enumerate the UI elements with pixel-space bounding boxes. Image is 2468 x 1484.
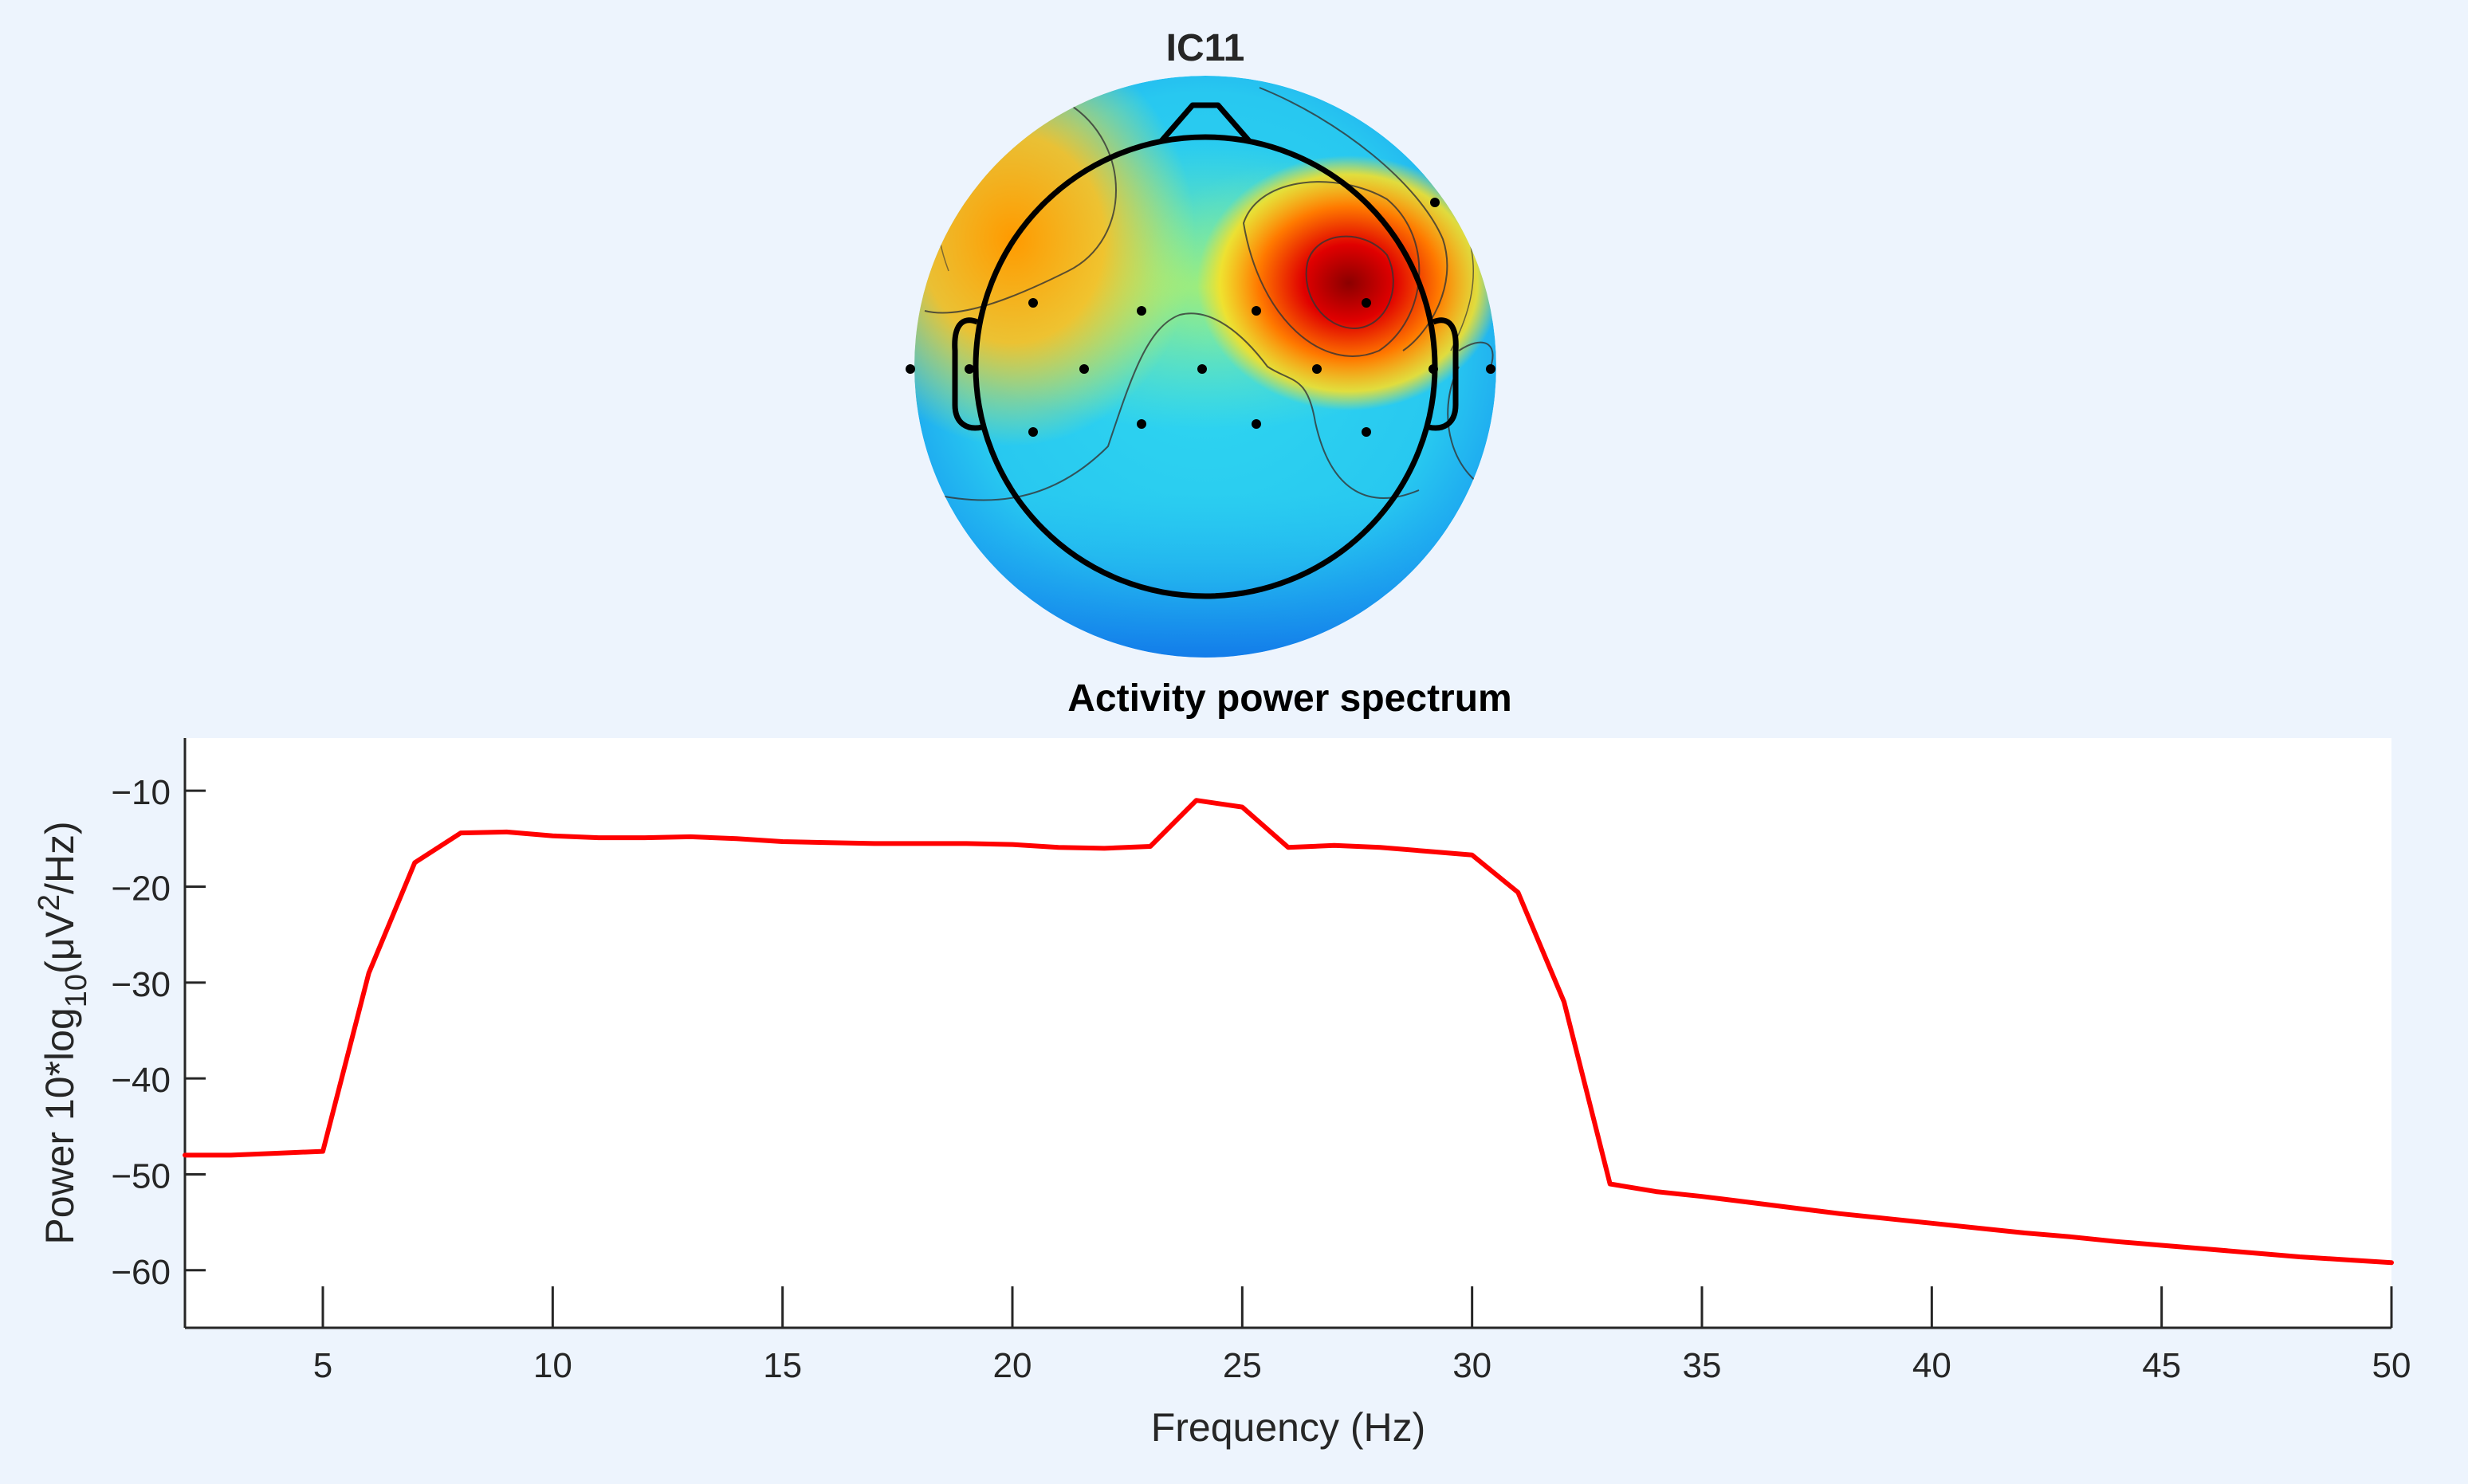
electrode <box>1362 298 1371 308</box>
y-tick-label: −60 <box>111 1253 171 1292</box>
y-tick-label: −20 <box>111 870 171 909</box>
plot-area <box>185 738 2391 1328</box>
electrode <box>1486 364 1495 374</box>
x-tick-label: 5 <box>313 1346 332 1385</box>
topoplot-title: IC11 <box>1166 27 1245 69</box>
y-tick-label: −40 <box>111 1061 171 1100</box>
y-ticks: −60 −50 −40 −30 −20 −10 <box>111 773 206 1292</box>
electrode <box>1137 306 1146 316</box>
electrode <box>1028 427 1038 437</box>
electrode <box>1252 419 1261 429</box>
y-axis-label: Power 10*log10(μV2/Hz) <box>33 821 93 1244</box>
electrodes <box>906 198 1495 437</box>
x-tick-label: 30 <box>1452 1346 1491 1385</box>
electrode <box>1028 298 1038 308</box>
x-tick-label: 35 <box>1683 1346 1722 1385</box>
x-tick-label: 15 <box>763 1346 802 1385</box>
x-tick-label: 40 <box>1912 1346 1951 1385</box>
y-tick-label: −10 <box>111 773 171 812</box>
x-axis-label: Frequency (Hz) <box>1151 1405 1426 1450</box>
y-tick-label: −30 <box>111 965 171 1004</box>
x-ticks: 5 10 15 20 25 30 35 40 45 50 <box>313 1286 2411 1385</box>
x-tick-label: 45 <box>2142 1346 2181 1385</box>
electrode <box>1137 419 1146 429</box>
electrode <box>1362 427 1371 437</box>
nose <box>1158 102 1252 144</box>
x-tick-label: 10 <box>533 1346 572 1385</box>
x-tick-label: 50 <box>2372 1346 2411 1385</box>
electrode <box>965 364 974 374</box>
spectrum-line <box>183 798 2394 1266</box>
spectrum-plot: Activity power spectrum −60−50−40−30−20−… <box>33 677 2411 1450</box>
y-tick-label: −50 <box>111 1156 171 1195</box>
x-tick-label: 25 <box>1223 1346 1262 1385</box>
electrode <box>1312 364 1322 374</box>
electrode <box>1252 306 1261 316</box>
electrode <box>906 364 915 374</box>
chart-title: Activity power spectrum <box>1067 677 1511 720</box>
electrode <box>1197 364 1207 374</box>
x-tick-label: 20 <box>993 1346 1032 1385</box>
left-ear <box>952 317 983 431</box>
electrode <box>1429 364 1438 374</box>
electrode <box>1079 364 1089 374</box>
electrode <box>1430 198 1440 207</box>
right-ear <box>1428 317 1459 431</box>
